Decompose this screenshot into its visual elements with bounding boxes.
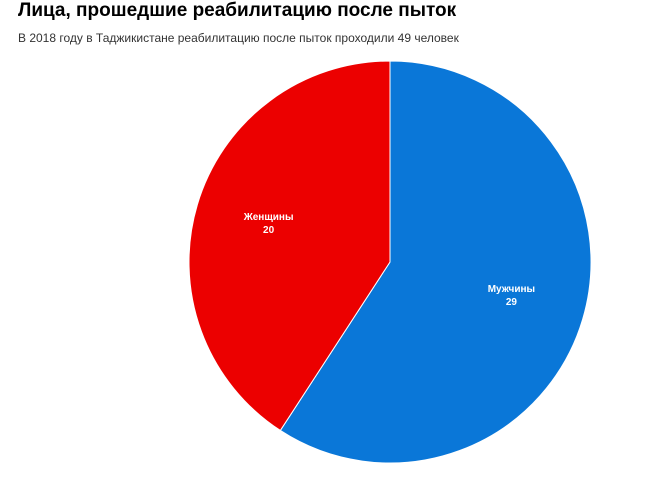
slice-label: Мужчины [488, 284, 535, 295]
pie-slice [188, 60, 391, 432]
slice-label: Женщины [243, 212, 294, 223]
slice-value: 29 [506, 297, 518, 308]
slice-value: 20 [263, 225, 275, 236]
chart-subtitle: В 2018 году в Таджикистане реабилитацию … [18, 31, 460, 45]
pie-slice [279, 60, 592, 464]
chart-title: Лица, прошедшие реабилитацию после пыток [18, 0, 457, 21]
